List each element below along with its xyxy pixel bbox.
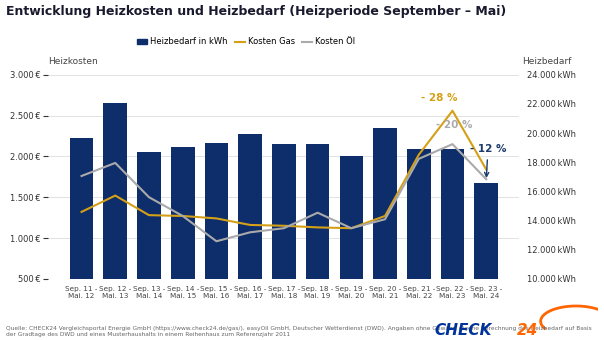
Bar <box>339 156 363 320</box>
Bar <box>306 144 329 320</box>
Legend: Heizbedarf in kWh, Kosten Gas, Kosten Öl: Heizbedarf in kWh, Kosten Gas, Kosten Öl <box>134 34 359 50</box>
Bar <box>272 144 296 320</box>
Bar <box>373 128 397 320</box>
Bar <box>171 147 194 320</box>
Bar <box>239 134 262 320</box>
Bar <box>205 143 228 320</box>
Bar <box>441 149 464 320</box>
Bar <box>137 152 161 320</box>
Text: 24: 24 <box>516 323 538 338</box>
Text: Heizkosten: Heizkosten <box>48 57 98 66</box>
Text: - 20 %: - 20 % <box>436 120 472 130</box>
Bar <box>103 103 127 320</box>
Bar <box>69 138 94 320</box>
Bar <box>407 149 431 320</box>
Text: - 12 %: - 12 % <box>470 144 506 176</box>
Text: Entwicklung Heizkosten und Heizbedarf (Heizperiode September – Mai): Entwicklung Heizkosten und Heizbedarf (H… <box>6 5 506 18</box>
Bar <box>474 183 498 320</box>
Text: CHECK: CHECK <box>435 323 492 338</box>
Text: Heizbedarf: Heizbedarf <box>522 57 572 66</box>
Text: Quelle: CHECK24 Vergleichsportal Energie GmbH (https://www.check24.de/gas/), eas: Quelle: CHECK24 Vergleichsportal Energie… <box>6 326 592 337</box>
Text: - 28 %: - 28 % <box>421 93 457 103</box>
